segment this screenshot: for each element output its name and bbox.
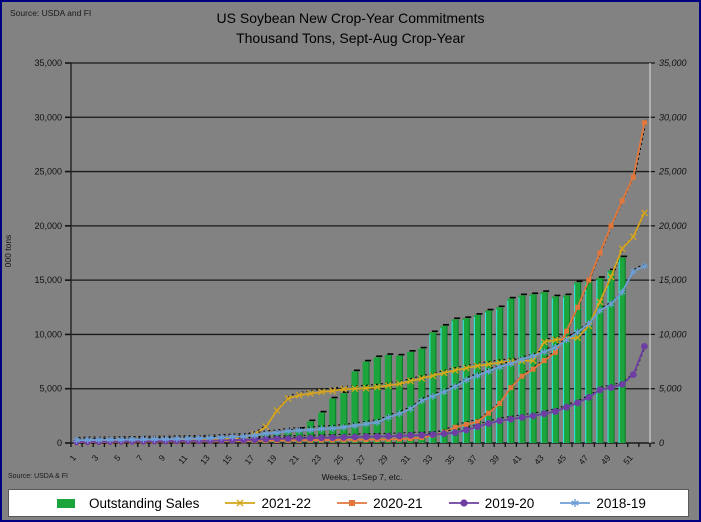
svg-text:20,000: 20,000	[658, 221, 687, 231]
svg-text:25,000: 25,000	[34, 167, 62, 177]
legend-201819-swatch-icon	[560, 499, 591, 507]
svg-text:21: 21	[287, 453, 301, 467]
svg-text:41: 41	[510, 453, 524, 467]
legend-201920-label: 2019-20	[484, 495, 535, 511]
legend-202021-swatch-icon	[337, 500, 368, 506]
svg-text:0: 0	[57, 438, 62, 448]
svg-text:35: 35	[443, 453, 457, 467]
svg-text:37: 37	[465, 453, 479, 467]
svg-text:5: 5	[112, 453, 123, 463]
svg-text:15,000: 15,000	[659, 275, 687, 285]
legend-201920: 2019-20	[447, 495, 535, 511]
legend-201819-label: 2018-19	[596, 495, 646, 511]
legend-outstanding-sales-label: Outstanding Sales	[89, 495, 200, 511]
svg-text:19: 19	[265, 453, 279, 467]
svg-text:23: 23	[309, 453, 323, 467]
svg-text:35,000: 35,000	[34, 58, 62, 68]
svg-text:15,000: 15,000	[34, 275, 62, 285]
chart-title: US Soybean New Crop-Year Commitments	[216, 10, 485, 26]
legend-202122-label: 2021-22	[261, 495, 312, 511]
svg-text:45: 45	[554, 453, 568, 467]
svg-text:13: 13	[198, 453, 212, 467]
svg-text:11: 11	[176, 453, 190, 466]
svg-text:25,000: 25,000	[658, 167, 687, 177]
legend-202021: 2020-21	[335, 496, 423, 511]
svg-text:5,000: 5,000	[39, 384, 62, 394]
svg-text:17: 17	[243, 453, 257, 467]
source-note-top: Source: USDA and FI	[10, 8, 92, 18]
svg-text:43: 43	[532, 453, 546, 467]
svg-text:7: 7	[134, 453, 145, 463]
svg-text:0: 0	[659, 438, 664, 448]
svg-text:33: 33	[421, 453, 435, 467]
legend-202122: 2021-22	[223, 496, 311, 511]
svg-text:31: 31	[398, 453, 412, 467]
svg-text:25: 25	[332, 453, 346, 467]
svg-text:49: 49	[599, 453, 613, 467]
legend-202122-swatch-icon	[225, 499, 256, 507]
svg-text:1: 1	[67, 453, 78, 463]
svg-text:15: 15	[220, 453, 234, 467]
legend-outstanding-sales-swatch-icon	[57, 499, 76, 508]
svg-text:29: 29	[376, 453, 390, 467]
svg-text:35,000: 35,000	[659, 58, 687, 68]
svg-text:30,000: 30,000	[34, 112, 62, 122]
svg-text:20,000: 20,000	[34, 221, 62, 231]
svg-text:10,000: 10,000	[659, 329, 687, 339]
legend-202021-label: 2020-21	[373, 495, 423, 511]
svg-text:3: 3	[90, 453, 101, 463]
svg-text:10,000: 10,000	[34, 329, 62, 339]
svg-text:39: 39	[487, 453, 501, 467]
legend-outstanding-sales: Outstanding Sales	[51, 496, 199, 511]
svg-text:5,000: 5,000	[659, 384, 682, 394]
svg-text:47: 47	[577, 453, 591, 467]
svg-text:27: 27	[354, 453, 368, 467]
chart-subtitle: Thousand Tons, Sept-Aug Crop-Year	[236, 30, 465, 46]
legend-201920-swatch-icon	[448, 499, 479, 507]
x-axis-title: Weeks, 1=Sep 7, etc.	[321, 472, 403, 482]
svg-text:9: 9	[156, 453, 167, 463]
source-note-bottom: Source: USDA & FI	[8, 473, 68, 480]
svg-text:51: 51	[621, 453, 635, 467]
svg-text:30,000: 30,000	[659, 112, 687, 122]
chart-legend: Outstanding Sales 2021-22 2020-21 2019-20 20…	[8, 489, 689, 517]
legend-201819: 2018-19	[558, 496, 646, 511]
